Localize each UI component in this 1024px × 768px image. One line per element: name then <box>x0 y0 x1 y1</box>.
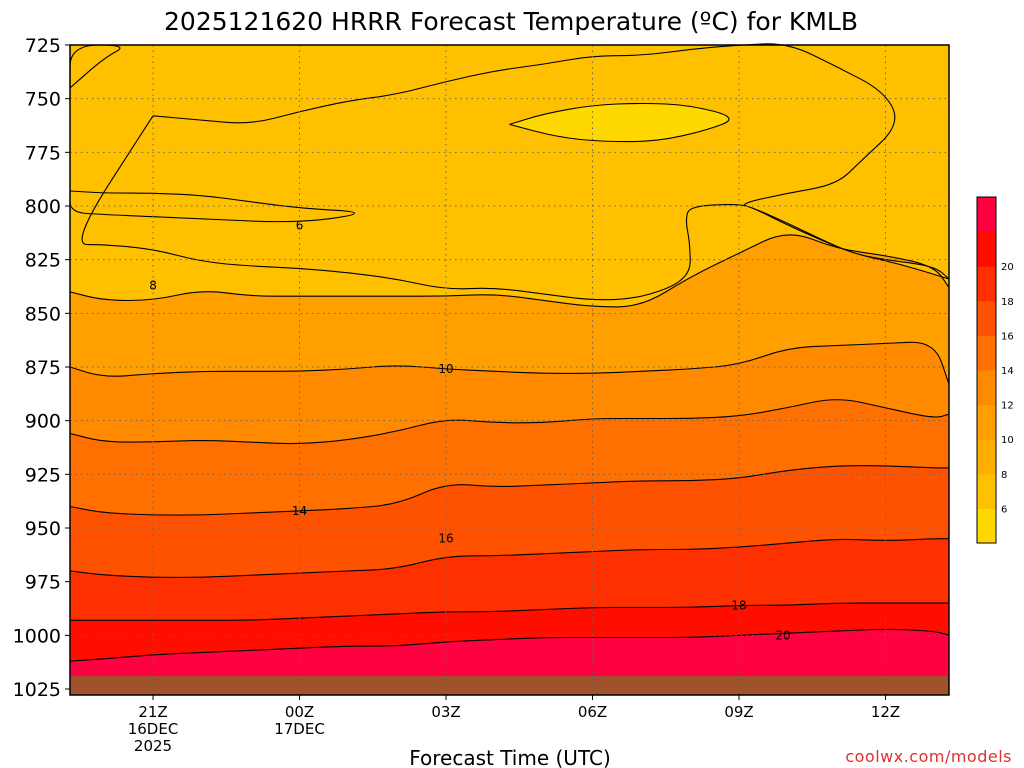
plot-frame <box>69 44 950 696</box>
y-tick-label-825: 825 <box>25 250 61 272</box>
contour-line-8-6 <box>69 234 950 308</box>
y-tick-label-800: 800 <box>25 196 61 218</box>
y-tick-label-725: 725 <box>25 35 61 57</box>
colorbar-legend: 6 8 10 12 14 16 18 20 <box>976 196 1014 544</box>
colorbar-swatch-2 <box>977 439 996 475</box>
contour-fills <box>70 43 950 696</box>
colorbar-label-10: 10 <box>1001 435 1014 446</box>
y-tick-label-975: 975 <box>25 572 61 594</box>
contour-label-16: 16 <box>438 532 453 546</box>
colorbar-label-18: 18 <box>1001 297 1014 308</box>
y-tick-label-950: 950 <box>25 518 61 540</box>
colorbar-swatch-5 <box>977 335 996 371</box>
colorbar-swatch-9 <box>977 197 996 233</box>
x-tick-label-00Z-2: 17DEC <box>274 720 325 738</box>
colorbar-swatch-8 <box>977 231 996 267</box>
chart-title: 2025121620 HRRR Forecast Temperature (ºC… <box>164 7 858 36</box>
colorbar-swatch-7 <box>977 266 996 302</box>
contour-label-18: 18 <box>731 598 746 612</box>
x-axis-label: Forecast Time (UTC) <box>409 746 611 768</box>
y-tick-label-850: 850 <box>25 303 61 325</box>
x-tick-label-03Z-1: 03Z <box>431 703 460 721</box>
colorbar-label-20: 20 <box>1001 262 1014 273</box>
colorbar-label-14: 14 <box>1001 366 1014 377</box>
contour-line-16-2 <box>69 538 949 578</box>
contour-line-20-0 <box>69 628 950 662</box>
contour-line-6-7 <box>69 190 355 223</box>
colorbar-swatch-6 <box>977 300 996 336</box>
colorbar-swatch-4 <box>977 370 996 406</box>
x-tick-label-21Z-1: 21Z <box>138 703 167 721</box>
credit-text: coolwx.com/models <box>845 747 1012 766</box>
y-tick-label-775: 775 <box>25 142 61 164</box>
contour-label-20: 20 <box>775 628 790 642</box>
colorbar-label-12: 12 <box>1001 401 1014 412</box>
colorbar-swatch-0 <box>977 508 996 544</box>
x-tick-label-06Z-1: 06Z <box>578 703 607 721</box>
x-tick-label-21Z-3: 2025 <box>134 737 172 755</box>
contour-labels: 20 18 16 14 10 8 6 <box>149 218 790 642</box>
contour-line-14-3 <box>69 465 949 516</box>
colorbar-label-16: 16 <box>1001 331 1014 342</box>
contour-line-10-5 <box>69 341 950 385</box>
colorbar-label-6: 6 <box>1001 504 1007 515</box>
contour-line-12-4 <box>69 399 950 445</box>
fill-cold-region-4-3 <box>509 103 729 142</box>
fill-cold-region-6-1 <box>70 45 120 88</box>
y-tick-label-925: 925 <box>25 464 61 486</box>
colorbar-swatch-3 <box>977 404 996 440</box>
colorbar-frame <box>976 196 997 544</box>
y-tick-label-750: 750 <box>25 89 61 111</box>
x-tick-label-09Z-1: 09Z <box>724 703 753 721</box>
contour-lines <box>69 43 950 662</box>
contour-line-6-9 <box>81 43 950 301</box>
contour-label-8: 8 <box>149 278 157 292</box>
contour-label-6: 6 <box>296 218 304 232</box>
y-tick-label-900: 900 <box>25 411 61 433</box>
colorbar-swatch-1 <box>977 473 996 509</box>
fill-cold-region-6-2 <box>82 43 950 300</box>
x-tick-label-12Z-1: 12Z <box>871 703 900 721</box>
y-tick-label-1025: 1025 <box>13 679 61 701</box>
plot-area: 20 18 16 14 10 8 6 <box>69 43 950 696</box>
x-tick-label-21Z-2: 16DEC <box>128 720 179 738</box>
y-tick-label-1000: 1000 <box>13 625 61 647</box>
grid-lines <box>70 45 949 695</box>
surface-ground-band <box>70 676 949 695</box>
x-tick-label-00Z-1: 00Z <box>285 703 314 721</box>
colorbar-label-8: 8 <box>1001 470 1007 481</box>
y-axis: 725 750 775 800 825 850 875 900 925 950 975 1000 102… <box>13 35 70 701</box>
contour-line-6-8 <box>69 44 121 89</box>
y-tick-label-875: 875 <box>25 357 61 379</box>
contour-line-4-10 <box>509 102 730 143</box>
contour-line-18-1 <box>69 602 949 621</box>
contour-label-14: 14 <box>292 504 307 518</box>
contour-label-10: 10 <box>438 362 453 376</box>
